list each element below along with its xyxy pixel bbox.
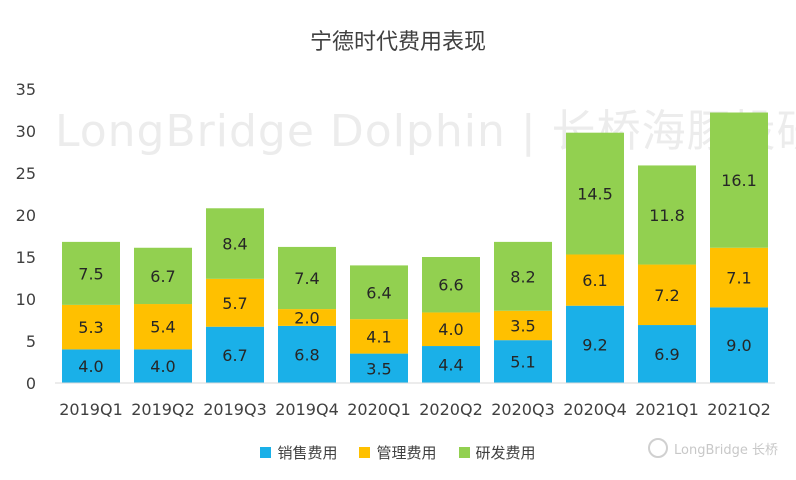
- data-label: 3.5: [366, 359, 391, 378]
- data-label: 11.8: [649, 206, 685, 225]
- data-label: 4.4: [438, 356, 463, 375]
- bar-segment: [422, 312, 480, 347]
- y-tick-label: 5: [26, 332, 36, 351]
- bar-segment: [62, 349, 120, 383]
- bar-segment: [638, 264, 696, 326]
- bar-segment: [134, 349, 192, 383]
- x-tick-label: 2019Q2: [131, 400, 195, 419]
- x-tick-label: 2020Q2: [419, 400, 483, 419]
- data-label: 7.1: [726, 269, 751, 288]
- data-label: 6.8: [294, 345, 319, 364]
- y-tick-label: 35: [16, 80, 36, 99]
- bar-segment: [566, 305, 624, 383]
- data-label: 8.4: [222, 235, 247, 254]
- bar-segment: [494, 340, 552, 383]
- x-tick-label: 2019Q4: [275, 400, 339, 419]
- bar-segment: [350, 319, 408, 354]
- x-tick-label: 2019Q1: [59, 400, 123, 419]
- bar-segment: [134, 247, 192, 305]
- data-label: 8.2: [510, 267, 535, 286]
- chart-title: 宁德时代费用表现: [309, 30, 486, 55]
- data-label: 7.4: [294, 269, 319, 288]
- legend-swatch-admin: [359, 447, 371, 458]
- bar-segment: [422, 346, 480, 383]
- bar-segment: [710, 307, 768, 383]
- legend-item-admin: 管理费用: [359, 442, 437, 463]
- legend-swatch-rnd: [458, 447, 470, 458]
- data-label: 6.1: [582, 271, 607, 290]
- data-label: 6.7: [150, 267, 175, 286]
- brand-mark-icon: [648, 438, 669, 458]
- data-label: 14.5: [577, 185, 613, 204]
- bar-segment: [62, 304, 120, 350]
- brand-logo: LongBridge 长桥: [648, 438, 778, 458]
- legend-swatch-sales: [260, 447, 272, 458]
- bar-segment: [638, 165, 696, 265]
- legend-label-rnd: 研发费用: [475, 444, 536, 462]
- bar-segment: [494, 310, 552, 341]
- x-tick-label: 2020Q3: [491, 400, 555, 419]
- y-tick-label: 25: [16, 164, 36, 183]
- bar-segment: [278, 246, 336, 310]
- bar-segment: [494, 241, 552, 311]
- y-tick-label: 10: [16, 290, 36, 309]
- x-tick-label: 2021Q1: [635, 400, 699, 419]
- data-label: 4.0: [78, 357, 103, 376]
- brand-text: LongBridge 长桥: [674, 442, 778, 458]
- data-label: 5.1: [510, 353, 535, 372]
- legend-label-admin: 管理费用: [376, 444, 437, 462]
- data-label: 6.4: [366, 283, 391, 302]
- data-label: 9.2: [582, 335, 607, 354]
- y-tick-label: 15: [16, 248, 36, 267]
- bar-segment: [206, 278, 264, 327]
- bar-segment: [422, 257, 480, 313]
- bar-segment: [206, 326, 264, 383]
- bar-segment: [134, 304, 192, 350]
- bar-segment: [710, 247, 768, 308]
- y-tick-label: 30: [16, 122, 36, 141]
- bar-segment: [62, 241, 120, 305]
- bar-segment: [638, 325, 696, 383]
- data-label: 4.0: [438, 320, 463, 339]
- data-label: 6.7: [222, 346, 247, 365]
- data-label: 7.5: [78, 264, 103, 283]
- x-tick-label: 2021Q2: [707, 400, 771, 419]
- x-tick-label: 2020Q1: [347, 400, 411, 419]
- x-tick-label: 2020Q4: [563, 400, 627, 419]
- bar-segment: [350, 353, 408, 383]
- x-tick-label: 2019Q3: [203, 400, 267, 419]
- data-label: 4.0: [150, 357, 175, 376]
- legend-item-rnd: 研发费用: [458, 442, 536, 463]
- data-label: 4.1: [366, 327, 391, 346]
- data-label: 3.5: [510, 316, 535, 335]
- legend-item-sales: 销售费用: [260, 442, 337, 463]
- data-label: 2.0: [294, 308, 319, 327]
- y-tick-label: 0: [26, 374, 36, 393]
- legend-label-sales: 销售费用: [277, 444, 338, 462]
- bar-segment: [710, 112, 768, 248]
- data-label: 7.2: [654, 286, 679, 305]
- bar-segment: [278, 309, 336, 326]
- data-label: 5.3: [78, 318, 103, 337]
- data-label: 5.4: [150, 318, 175, 337]
- bar-segment: [206, 208, 264, 279]
- data-label: 6.6: [438, 276, 463, 295]
- data-label: 5.7: [222, 294, 247, 313]
- bar-segment: [566, 254, 624, 306]
- data-label: 9.0: [726, 336, 751, 355]
- watermark-text: LongBridge Dolphin | 长桥海豚投研: [55, 106, 796, 157]
- y-tick-label: 20: [16, 206, 36, 225]
- bar-segment: [566, 132, 624, 255]
- bar-segment: [350, 265, 408, 320]
- data-label: 6.9: [654, 345, 679, 364]
- bar-segment: [278, 325, 336, 383]
- legend: 销售费用 管理费用 研发费用: [0, 442, 796, 463]
- data-label: 16.1: [721, 171, 757, 190]
